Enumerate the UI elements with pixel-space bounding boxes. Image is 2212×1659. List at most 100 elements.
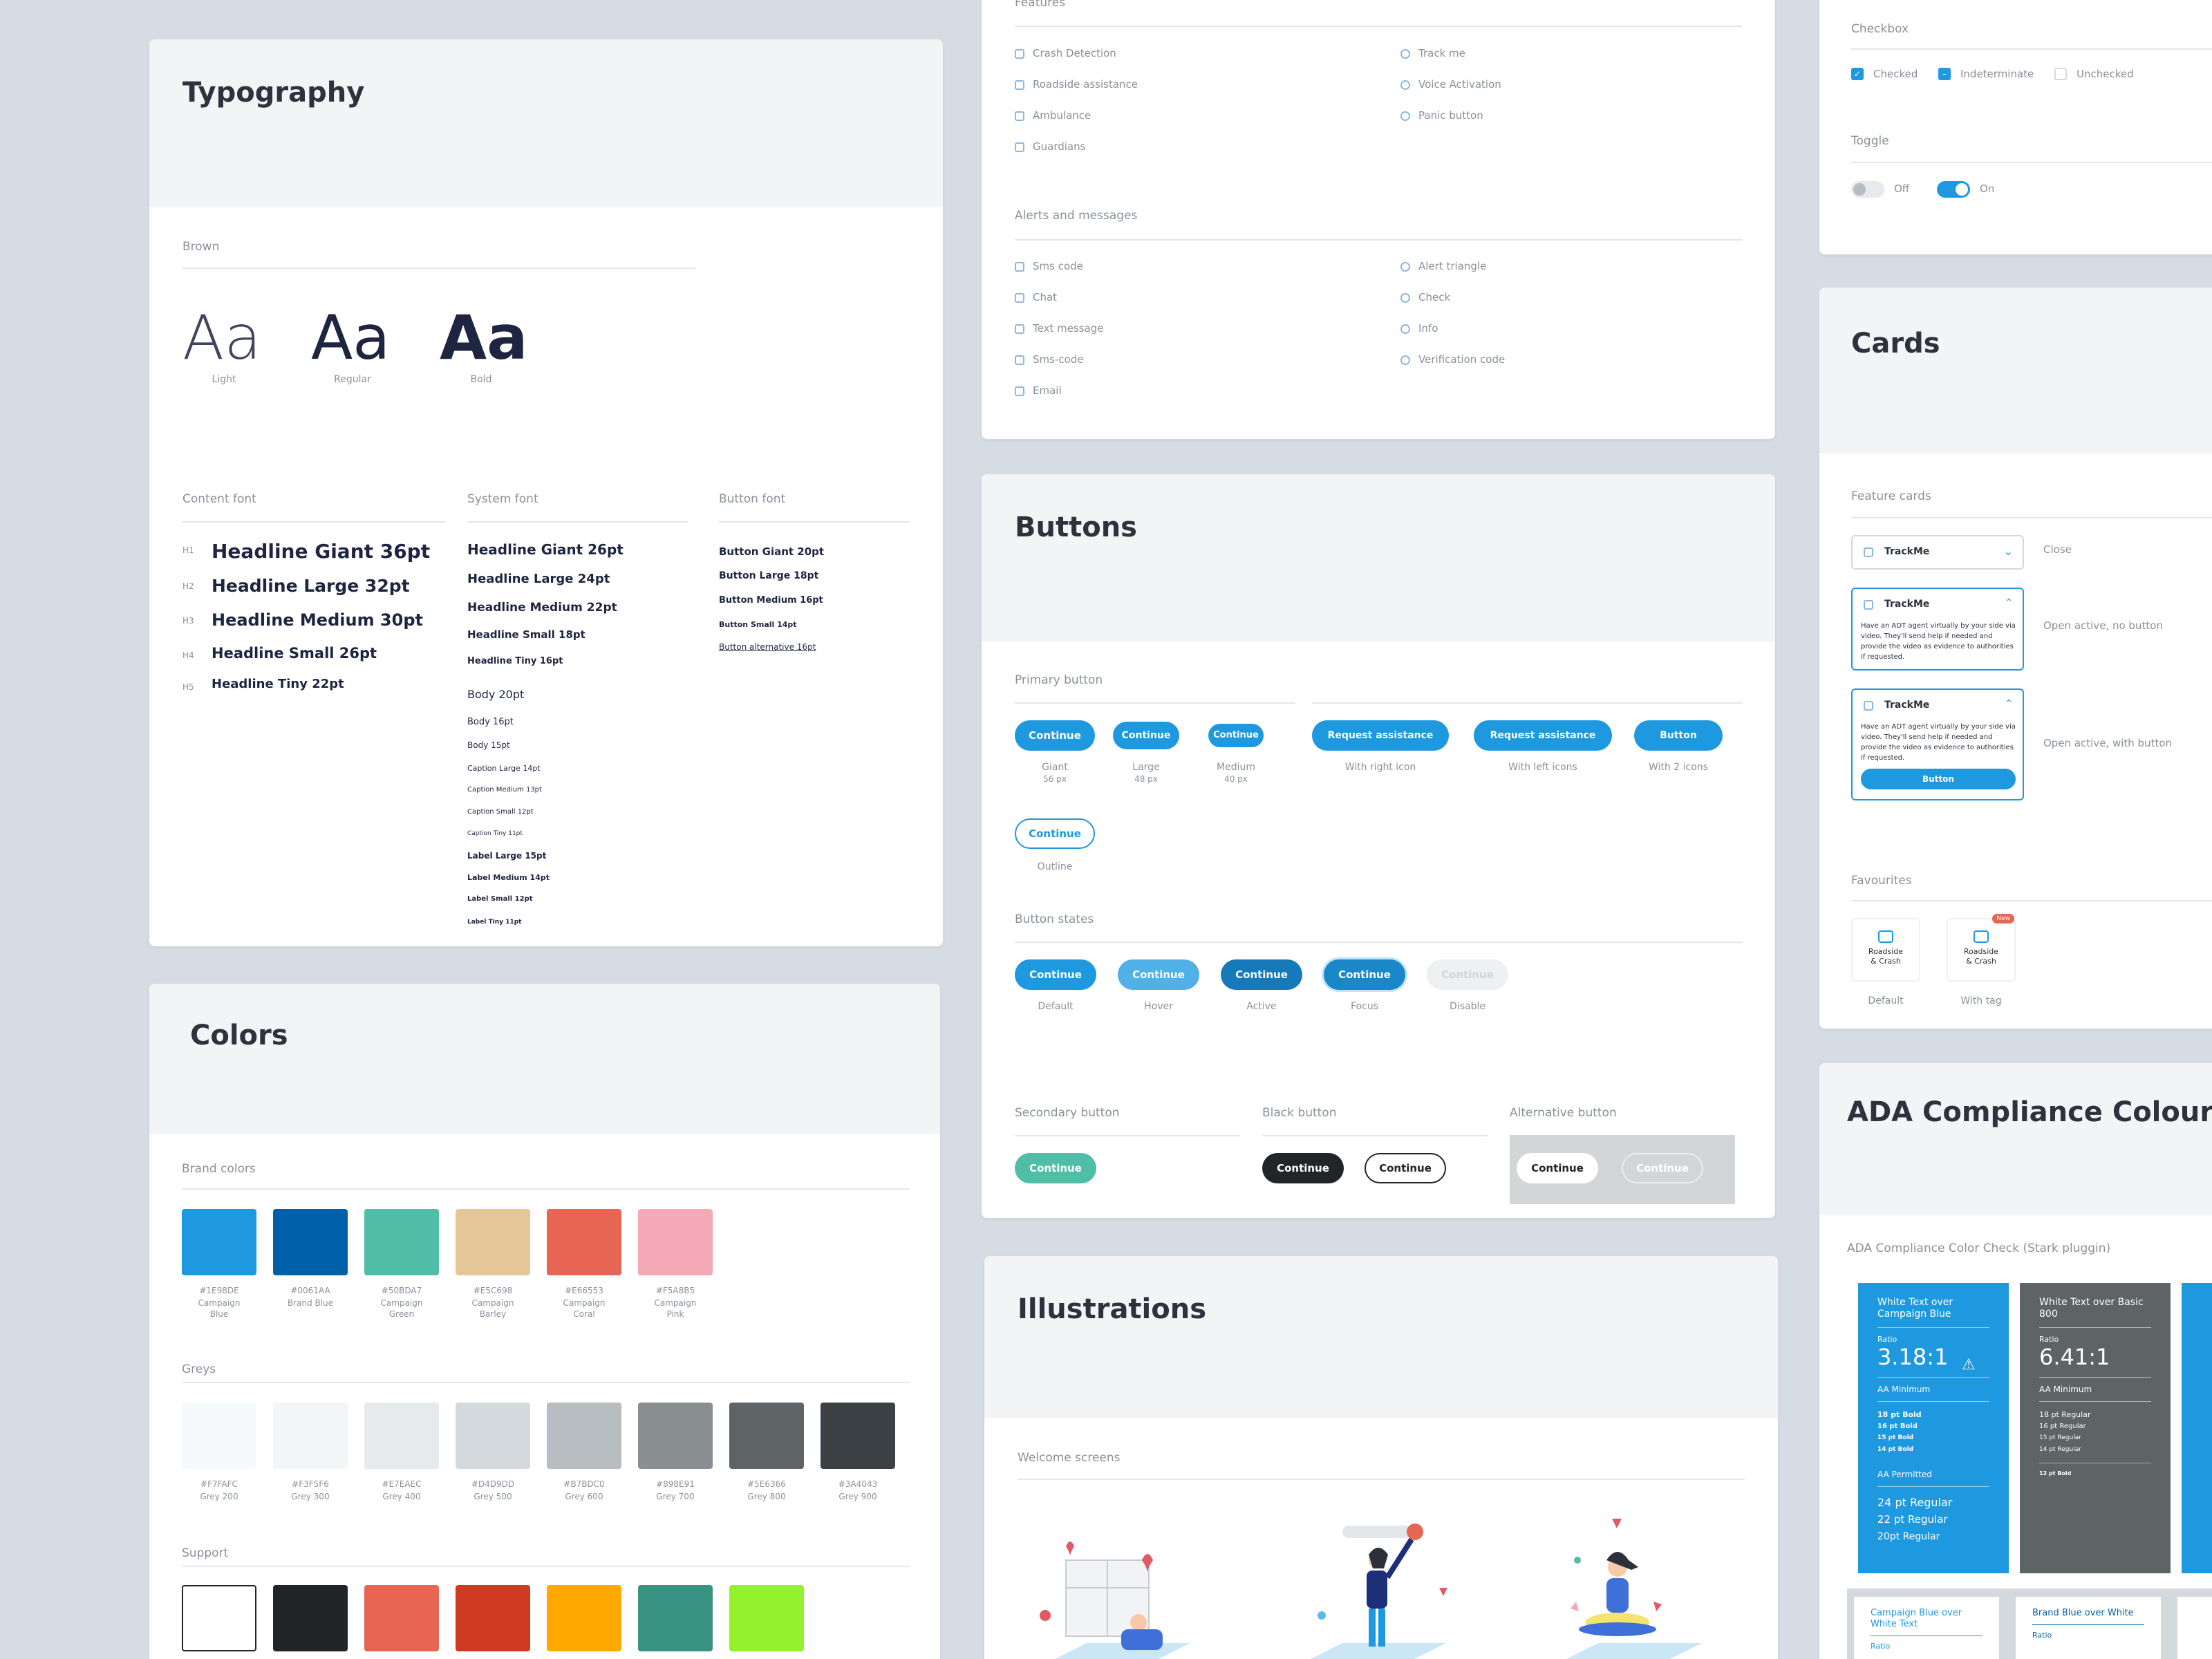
heading-tag: H2 (182, 581, 194, 591)
grey-hex: #5E6366 (747, 1479, 786, 1489)
continue-button-medium[interactable]: Continue (1208, 724, 1264, 747)
favourite-default[interactable]: Roadside & Crash (1851, 918, 1920, 982)
brand-hex: #F5A8B5 (655, 1286, 695, 1295)
black-button[interactable]: Continue (1262, 1153, 1344, 1183)
feature-icon (1400, 111, 1410, 121)
message-icon (1015, 324, 1024, 334)
ada-ratio: 3.18:1 (1877, 1344, 1949, 1370)
brand-swatch (182, 1209, 256, 1275)
feature-cards-label: Feature cards (1851, 489, 1931, 503)
checkbox-label: Unchecked (2077, 68, 2134, 80)
ada-min-item: 15 pt Regular (2039, 1434, 2081, 1441)
alert-row: Info (1400, 322, 1438, 335)
size-px: 56 px (1043, 774, 1067, 784)
grey-name: Grey 200 (200, 1492, 238, 1501)
icon-button-0[interactable]: Request assistance (1312, 720, 1449, 751)
feature-row: Panic button (1400, 109, 1483, 122)
state-close-label: Close (2043, 543, 2072, 556)
illustrations-card: Illustrations Welcome screens (984, 1256, 1778, 1659)
colors-header: Colors (149, 984, 940, 1134)
system-font-label: System font (467, 492, 538, 506)
icon-button-2[interactable]: Button (1634, 720, 1723, 751)
icon-button-1[interactable]: Request assistance (1474, 720, 1612, 751)
state-button-default[interactable]: Continue (1015, 959, 1096, 990)
state-open-no-button-label: Open active, no button (2043, 619, 2163, 632)
features-label: Features (1015, 0, 1066, 10)
feature-card-open-button[interactable]: TrackMe ⌃ Have an ADT agent virtually by… (1851, 688, 2024, 800)
state-button-hover[interactable]: Continue (1118, 959, 1199, 990)
feature-card-closed[interactable]: TrackMe ⌄ (1851, 535, 2024, 570)
checkbox-label: Checked (1873, 68, 1918, 80)
heading-sample: Headline Tiny 22pt (212, 677, 344, 691)
alert-icon (1400, 261, 1410, 272)
checkbox-unchecked[interactable] (2054, 68, 2067, 80)
heading-tag: H5 (182, 682, 194, 692)
greys-label: Greys (182, 1362, 216, 1376)
alert-row: Chat (1015, 291, 1057, 303)
alert-label: Email (1033, 384, 1062, 397)
continue-button-giant[interactable]: Continue (1015, 720, 1095, 751)
cards-header: Cards (1819, 288, 2212, 453)
heading-tag: H1 (182, 545, 194, 555)
ada-min-item: 18 pt Bold (1877, 1410, 1922, 1419)
feature-row: Crash Detection (1015, 47, 1116, 59)
grey-name: Grey 700 (656, 1492, 695, 1501)
support-swatch (273, 1585, 348, 1651)
buttons-card: Buttons Primary button Continue Giant 56 p… (982, 474, 1775, 1218)
ada-min-label: AA Minimum (1877, 1385, 1931, 1394)
message-icon (1015, 261, 1024, 272)
system-font-sample: Label Tiny 11pt (467, 919, 522, 926)
secondary-button[interactable]: Continue (1015, 1153, 1096, 1183)
toggle-label: Toggle (1851, 134, 1889, 148)
ada-title: ADA Compliance Colour Check (1847, 1096, 2212, 1128)
favourites-label: Favourites (1851, 874, 1912, 888)
chevron-up-icon[interactable]: ⌃ (2005, 698, 2013, 709)
alert-label: Sms code (1033, 260, 1083, 272)
car-icon (1974, 930, 1989, 943)
button-states-label: Button states (1015, 912, 1094, 926)
checkbox-indeterminate[interactable]: – (1938, 68, 1951, 80)
toggle-off[interactable] (1851, 181, 1884, 198)
continue-button-large[interactable]: Continue (1113, 722, 1179, 749)
grey-name: Grey 300 (291, 1492, 330, 1501)
favourite-tagged[interactable]: Roadside & Crash New (1947, 914, 2016, 982)
button-font-sample: Button Giant 20pt (719, 545, 825, 558)
heading-sample: Headline Medium 30pt (212, 610, 423, 630)
feature-icon (1015, 79, 1024, 90)
grey-swatch (547, 1403, 621, 1469)
ada-perm-label: AA Permitted (1877, 1470, 1932, 1479)
feature-row: Guardians (1015, 140, 1085, 153)
toggle-on[interactable] (1937, 181, 1970, 198)
feature-card-open[interactable]: TrackMe ⌃ Have an ADT agent virtually by… (1851, 588, 2024, 671)
outline-button[interactable]: Continue (1015, 818, 1095, 849)
alert-icon (1400, 324, 1410, 334)
brand-swatch (273, 1209, 348, 1275)
chevron-up-icon[interactable]: ⌃ (2005, 597, 2013, 608)
checkbox-checked[interactable]: ✓ (1851, 68, 1864, 80)
grey-name: Grey 500 (474, 1492, 512, 1501)
state-open-button-label: Open active, with button (2043, 737, 2173, 749)
illustrations-header: Illustrations (984, 1256, 1778, 1418)
state-button-focus[interactable]: Continue (1324, 959, 1405, 990)
state-button-active[interactable]: Continue (1221, 959, 1302, 990)
alert-row: Alert triangle (1400, 260, 1486, 272)
feature-label: Crash Detection (1033, 47, 1116, 59)
controls-card: Checkbox ✓ Checked – Indeterminate Unchecked… (1819, 0, 2212, 254)
illustrations-title: Illustrations (1018, 1293, 1207, 1325)
feature-row: Voice Activation (1400, 78, 1501, 91)
black-outline-button[interactable]: Continue (1365, 1153, 1446, 1183)
weight-sample-0: Aa (182, 302, 262, 373)
feature-card-button[interactable]: Button (1861, 769, 2016, 789)
system-font-sample: Body 20pt (467, 688, 525, 701)
chevron-down-icon[interactable]: ⌄ (2003, 545, 2013, 558)
alternative-outline-button[interactable]: Continue (1622, 1153, 1703, 1183)
brand-name: Brand Blue (287, 1298, 334, 1308)
car-icon (1878, 930, 1893, 943)
ada-bottom-area: Campaign Blue over White Text Ratio Bran… (1847, 1588, 2212, 1659)
grey-hex: #898E91 (656, 1479, 695, 1489)
button-font-sample: Button Large 18pt (719, 570, 819, 581)
ada-ratio: 6.41:1 (2039, 1344, 2110, 1370)
ada-extra: 12 pt Bold (2039, 1470, 2072, 1477)
state-caption: Disable (1450, 1001, 1485, 1012)
alternative-button[interactable]: Continue (1517, 1153, 1598, 1183)
